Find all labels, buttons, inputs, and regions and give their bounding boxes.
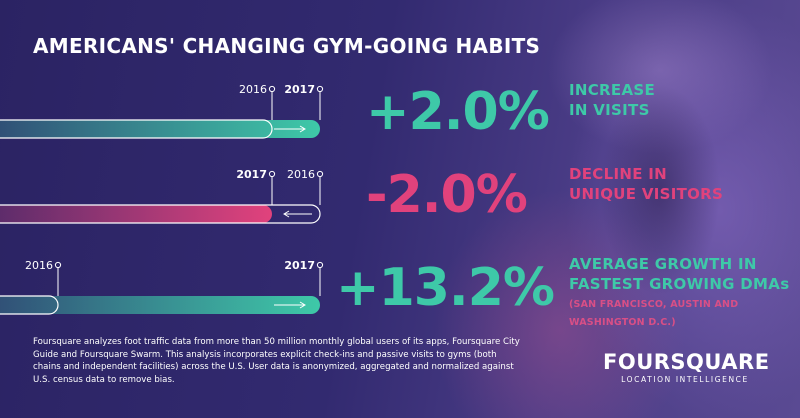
background-photo-cyclist [540,40,780,340]
bar-fill-visits [0,120,320,138]
tick-label-visits-first: 2016 [239,83,267,96]
desc-visits: INCREASE IN VISITS [569,80,655,120]
tick-label-growing_dmas-second: 2017 [284,259,315,272]
desc-unique-visitors: DECLINE IN UNIQUE VISITORS [569,164,723,204]
logo-tagline: LOCATION INTELLIGENCE [621,375,749,384]
arrow-head-visits [299,125,306,133]
tick-label-unique_visitors-second: 2016 [287,168,315,181]
tick-dot-visits-first [268,85,276,93]
desc-dmas-line2: FASTEST GROWING DMAs [569,275,790,293]
pct-visits: +2.0% [366,82,550,142]
bar-outline-growing_dmas [0,295,59,315]
tick-dot-unique_visitors-second [316,170,324,178]
pct-unique-visitors: -2.0% [366,165,528,225]
arrow-head-growing_dmas [299,301,306,309]
desc-unique-line2: UNIQUE VISITORS [569,185,724,203]
tick-dot-unique_visitors-first [268,170,276,178]
tick-label-visits-second: 2017 [284,83,315,96]
methodology-footnote: Foursquare analyzes foot traffic data fr… [33,337,520,385]
tick-label-growing_dmas-first: 2016 [25,259,53,272]
tick-dot-growing_dmas-first [54,261,62,269]
bar-outline-unique_visitors [0,204,321,224]
desc-unique-line1: DECLINE IN [569,165,668,183]
foursquare-logo: FOURSQUARE LOCATION INTELLIGENCE [603,350,770,386]
bar-outline-visits [0,119,273,139]
desc-dmas-sub2: WASHINGTON D.C.) [569,317,676,328]
bar-fill-growing_dmas [0,296,320,314]
desc-dmas-subtext: (SAN FRANCISCO, AUSTIN AND WASHINGTON D.… [569,296,789,332]
desc-growing-dmas: AVERAGE GROWTH IN FASTEST GROWING DMAs (… [569,254,789,332]
arrow-head-unique_visitors [283,210,290,218]
desc-dmas-line1: AVERAGE GROWTH IN [569,255,757,273]
logo-wordmark: FOURSQUARE [603,350,770,374]
pct-growing-dmas: +13.2% [336,258,555,318]
desc-visits-line2: IN VISITS [569,101,650,119]
tick-label-unique_visitors-first: 2017 [236,168,267,181]
desc-dmas-sub1: (SAN FRANCISCO, AUSTIN AND [569,299,739,310]
bar-fill-unique_visitors [0,205,272,223]
tick-dot-growing_dmas-second [316,261,324,269]
tick-dot-visits-second [316,85,324,93]
desc-visits-line1: INCREASE [569,81,655,99]
page-title: AMERICANS' CHANGING GYM-GOING HABITS [33,34,541,58]
